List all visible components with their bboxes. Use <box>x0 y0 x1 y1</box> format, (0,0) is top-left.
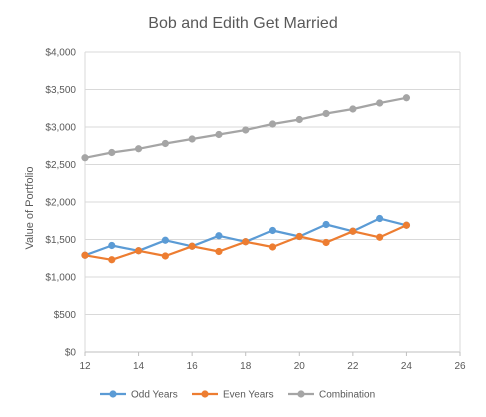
legend: Odd Years Even Years Combination <box>100 390 375 401</box>
data-point-even-years <box>242 238 250 246</box>
data-point-combination <box>108 148 116 157</box>
y-tick-label: $2,500 <box>45 160 76 171</box>
series-even-years <box>81 221 411 264</box>
data-point-even-years <box>81 251 89 259</box>
x-tick-label: 18 <box>240 361 252 372</box>
y-axis-ticks: $0 $500 $1,000 $1,500 $2,000 $2,500 $3,000 $3,5… <box>45 48 76 359</box>
data-point-even-years <box>268 243 277 251</box>
data-point-even-years <box>188 242 196 250</box>
data-point-even-years <box>402 221 411 229</box>
x-tick-label: 16 <box>187 361 199 372</box>
x-tick-label: 22 <box>347 361 359 372</box>
data-point-combination <box>81 154 89 162</box>
data-point-odd-years <box>215 232 223 240</box>
data-point-combination <box>215 130 223 139</box>
legend-item-even-years: Even Years <box>192 390 274 401</box>
data-point-even-years <box>161 252 169 260</box>
series-group <box>81 94 411 264</box>
x-tick-label: 20 <box>294 361 306 372</box>
y-tick-label: $2,000 <box>45 198 76 209</box>
x-tick-label: 12 <box>79 361 91 372</box>
legend-item-odd-years: Odd Years <box>100 390 178 401</box>
data-point-combination <box>402 94 411 102</box>
x-tick-label: 26 <box>454 361 466 372</box>
y-tick-label: $1,500 <box>45 235 76 246</box>
data-point-even-years <box>134 247 143 255</box>
axes <box>84 52 461 353</box>
chart-title: Bob and Edith Get Married <box>148 15 337 32</box>
data-point-even-years <box>376 233 384 241</box>
y-tick-label: $1,000 <box>45 273 76 284</box>
data-point-combination <box>295 115 303 124</box>
x-tick-label: 24 <box>401 361 413 372</box>
data-point-combination <box>376 99 384 107</box>
y-tick-label: $3,000 <box>45 123 76 134</box>
x-tick-label: 14 <box>133 361 145 372</box>
data-point-even-years <box>322 238 330 247</box>
data-point-combination <box>134 145 143 153</box>
data-point-combination <box>349 105 357 113</box>
legend-label: Odd Years <box>131 390 178 401</box>
data-point-even-years <box>295 232 303 241</box>
data-point-odd-years <box>268 226 277 235</box>
data-point-odd-years <box>108 241 116 250</box>
data-point-combination <box>161 139 169 148</box>
data-point-even-years <box>108 256 116 264</box>
data-point-combination <box>242 126 250 134</box>
data-point-even-years <box>349 227 357 235</box>
legend-swatch-marker <box>109 390 117 398</box>
series-combination <box>81 94 411 162</box>
x-axis-ticks: 12 14 16 18 20 22 24 26 <box>79 352 466 372</box>
data-point-combination <box>322 109 330 118</box>
data-point-odd-years <box>376 214 384 223</box>
data-point-combination <box>268 120 277 128</box>
y-tick-label: $3,500 <box>45 85 76 96</box>
data-point-even-years <box>215 247 223 256</box>
legend-swatch-marker <box>201 390 209 398</box>
legend-label: Even Years <box>223 390 274 401</box>
data-point-combination <box>188 135 196 143</box>
legend-label: Combination <box>319 390 375 401</box>
data-point-odd-years <box>161 236 169 244</box>
legend-swatch-marker <box>297 390 305 398</box>
y-axis-label: Value of Portfolio <box>24 167 36 250</box>
y-tick-label: $0 <box>65 348 77 359</box>
legend-item-combination: Combination <box>288 390 375 401</box>
data-point-odd-years <box>322 220 330 229</box>
y-tick-label: $500 <box>54 310 77 321</box>
y-tick-label: $4,000 <box>45 48 76 59</box>
